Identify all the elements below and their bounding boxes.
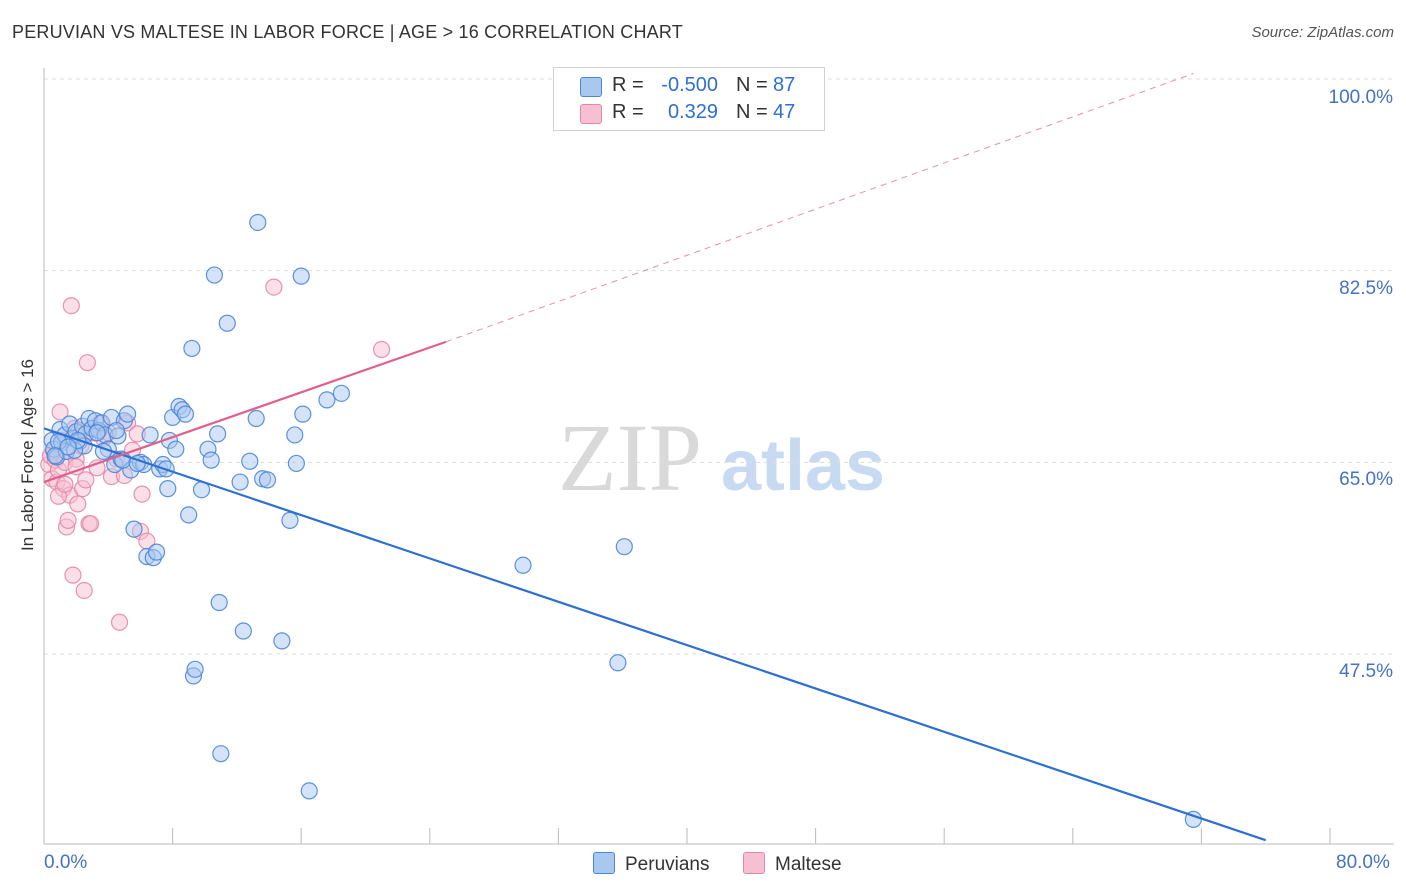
trend-lines [43, 73, 1267, 842]
peruvian-point [231, 473, 249, 491]
peruvians-legend-label: Peruvians [625, 854, 710, 875]
watermark-zip-text: ZIP [558, 404, 702, 511]
maltese-point [133, 485, 151, 503]
x-tick-label-min: 0.0% [44, 852, 88, 873]
peruvian-point [332, 384, 350, 402]
maltese-point [75, 581, 93, 600]
peruvian-point [212, 745, 230, 763]
maltese-trend-extension [445, 73, 1194, 343]
peruvian-point [249, 213, 267, 232]
peruvian-point [209, 425, 227, 443]
peruvian-point [202, 451, 220, 469]
maltese-legend-label: Maltese [775, 854, 842, 875]
gridlines [44, 78, 1394, 655]
legend-r-label: R = [612, 101, 644, 123]
y-tick-label-82-5: 82.5% [1339, 278, 1393, 299]
x-tick-label-max: 80.0% [1336, 852, 1390, 873]
peruvian-point [247, 409, 265, 428]
correlation-legend: R = -0.500 N = 87 R = 0.329 N = 47 [553, 67, 825, 131]
peruvian-point [59, 438, 77, 456]
maltese-swatch [580, 104, 602, 124]
legend-n-value: 47 [773, 101, 796, 123]
legend-r-value: -0.500 [661, 74, 718, 96]
maltese-point [51, 403, 69, 421]
maltese-point [82, 515, 100, 533]
maltese-trend-line [43, 340, 447, 484]
legend-n-label: N = [736, 101, 768, 123]
peruvian-point [118, 405, 137, 423]
maltese-point [110, 613, 129, 631]
peruvian-point [107, 421, 125, 440]
peruvian-point [88, 424, 106, 442]
peruvian-point [159, 480, 177, 498]
chart-title: PERUVIAN VS MALTESE IN LABOR FORCE | AGE… [12, 22, 683, 42]
zipatlas-watermark: ZIP atlas [558, 404, 885, 511]
peruvian-point [287, 454, 305, 473]
peruvian-point [46, 447, 64, 465]
peruvians-swatch [580, 77, 602, 97]
maltese-point [56, 475, 74, 493]
legend-item-maltese: Maltese [743, 852, 842, 876]
peruvian-point [241, 452, 259, 470]
maltese-point [265, 278, 283, 296]
maltese-point [64, 566, 82, 584]
peruvian-point [273, 632, 291, 650]
peruvian-point [292, 267, 310, 285]
peruvian-point [180, 506, 198, 524]
peruvian-point [167, 440, 185, 458]
legend-n-value: 87 [773, 74, 796, 96]
watermark-atlas-text: atlas [721, 426, 885, 506]
peruvian-point [300, 782, 318, 800]
peruvian-point [234, 622, 252, 640]
peruvian-point [147, 543, 166, 561]
peruvian-point [258, 471, 277, 489]
maltese-point [69, 495, 87, 513]
peruvian-point [205, 266, 223, 284]
peruvian-point [609, 654, 627, 672]
peruvian-point [125, 520, 143, 538]
peruvian-point [294, 405, 312, 423]
maltese-point [62, 297, 80, 315]
maltese-point [59, 511, 77, 529]
maltese-point [77, 471, 95, 489]
peruvian-point [318, 391, 336, 409]
y-tick-label-65: 65.0% [1339, 469, 1393, 490]
legend-r-label: R = [612, 74, 644, 96]
peruvian-point [514, 556, 532, 574]
peruvian-point [186, 660, 204, 678]
peruvian-point [210, 593, 228, 612]
maltese-point [372, 340, 391, 359]
peruvian-point [176, 405, 195, 423]
peruvian-point [218, 314, 236, 332]
peruvian-point [286, 426, 304, 444]
legend-r-value: 0.329 [667, 101, 718, 123]
legend-item-peruvians: Peruvians [593, 852, 710, 876]
peruvians-trend-line [43, 427, 1267, 842]
peruvian-point [615, 538, 633, 556]
source-credit: Source: ZipAtlas.com [1251, 24, 1394, 41]
peruvians-legend-swatch [593, 852, 615, 874]
maltese-point [78, 354, 97, 372]
y-axis-label: In Labor Force | Age > 16 [18, 358, 37, 552]
y-tick-label-100: 100.0% [1328, 87, 1393, 108]
peruvian-point [281, 511, 299, 529]
peruvians-points [43, 213, 1202, 828]
peruvian-point [141, 426, 159, 444]
legend-n-label: N = [736, 74, 768, 96]
peruvian-point [183, 339, 201, 358]
y-tick-label-47-5: 47.5% [1339, 661, 1393, 682]
maltese-legend-swatch [743, 852, 765, 874]
